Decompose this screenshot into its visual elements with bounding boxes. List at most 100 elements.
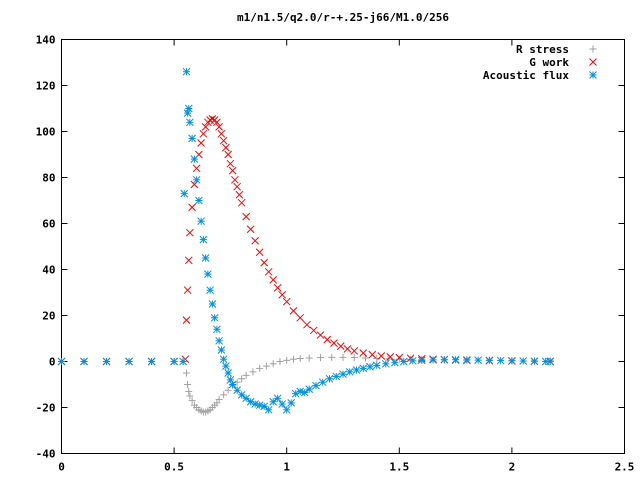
data-point	[352, 366, 361, 374]
data-point	[339, 370, 347, 379]
data-point	[204, 270, 212, 278]
y-tick-label: 20	[42, 310, 55, 323]
data-point	[242, 394, 251, 403]
data-point	[496, 356, 505, 365]
data-point	[186, 392, 194, 400]
data-point	[325, 374, 334, 383]
data-point	[249, 368, 257, 376]
data-point	[235, 190, 244, 199]
data-point	[296, 313, 305, 322]
data-point	[222, 362, 230, 370]
data-point	[332, 372, 341, 381]
data-point	[228, 166, 237, 175]
data-point	[330, 339, 338, 347]
data-point	[368, 350, 377, 359]
data-point	[201, 254, 210, 262]
data-point	[186, 118, 194, 127]
data-point	[102, 357, 111, 366]
y-tick-label: -20	[36, 402, 56, 415]
y-tick-label: -40	[36, 448, 56, 461]
data-point	[440, 355, 449, 364]
data-marks	[57, 67, 555, 416]
data-point	[147, 357, 156, 366]
x-tick-label: 2.5	[615, 461, 635, 474]
chart-title: m1/n1.5/q2.0/r-+.25-j66/M1.0/256	[237, 11, 449, 24]
data-point	[188, 134, 196, 143]
data-point	[197, 139, 205, 147]
data-point	[201, 123, 210, 131]
data-point	[377, 352, 386, 360]
legend-marker	[589, 71, 597, 79]
data-point	[296, 355, 304, 363]
data-point	[183, 109, 192, 117]
data-point	[474, 356, 482, 364]
data-point	[303, 320, 311, 329]
data-point	[219, 355, 228, 364]
data-point	[399, 357, 408, 366]
data-point	[366, 362, 374, 371]
data-point	[206, 286, 214, 295]
data-point	[276, 358, 284, 365]
data-point	[190, 155, 199, 163]
data-point	[273, 284, 282, 292]
data-point	[195, 196, 203, 205]
data-point	[228, 380, 237, 389]
data-point	[328, 353, 336, 361]
data-point	[180, 189, 189, 198]
data-point	[224, 369, 233, 377]
data-point	[408, 356, 417, 365]
data-point	[390, 358, 399, 367]
data-point	[222, 143, 230, 152]
data-point	[255, 248, 264, 257]
data-point	[210, 313, 219, 322]
series-acoustic-flux	[57, 67, 555, 414]
data-point	[287, 399, 296, 407]
data-point	[256, 364, 264, 372]
data-point	[278, 400, 287, 408]
data-point	[242, 371, 250, 379]
data-point	[213, 118, 221, 127]
data-point	[316, 331, 325, 339]
data-point	[217, 129, 226, 138]
data-point	[282, 405, 291, 414]
legend-label: Acoustic flux	[483, 69, 569, 82]
y-tick-label: 120	[36, 80, 56, 93]
data-point	[269, 397, 278, 406]
data-point	[208, 114, 217, 123]
data-point	[185, 387, 193, 395]
data-point	[343, 344, 352, 353]
data-point	[530, 357, 539, 366]
data-point	[213, 325, 221, 334]
y-tick-label: 0	[49, 356, 56, 369]
data-point	[381, 359, 390, 368]
data-point	[170, 357, 178, 366]
data-point	[309, 326, 318, 335]
data-point	[179, 357, 187, 366]
data-point	[264, 267, 273, 276]
data-point	[296, 387, 305, 396]
data-point	[237, 198, 246, 207]
data-point	[519, 357, 528, 365]
data-point	[305, 385, 314, 393]
data-point	[546, 357, 555, 366]
data-point	[429, 356, 437, 364]
data-point	[183, 286, 192, 295]
data-point	[220, 391, 228, 399]
data-point	[57, 357, 66, 366]
data-point	[316, 354, 324, 362]
series-g-work	[57, 114, 555, 366]
data-point	[199, 129, 208, 138]
data-point	[300, 388, 309, 397]
y-tick-label: 100	[36, 126, 56, 139]
data-point	[208, 300, 217, 308]
data-point	[372, 361, 381, 370]
data-point	[188, 397, 196, 405]
data-point	[350, 354, 358, 362]
data-point	[242, 212, 251, 221]
series-r-stress	[58, 353, 554, 416]
y-tick-label: 40	[42, 264, 55, 277]
data-point	[199, 235, 208, 244]
data-point	[269, 360, 277, 368]
data-point	[246, 225, 255, 234]
